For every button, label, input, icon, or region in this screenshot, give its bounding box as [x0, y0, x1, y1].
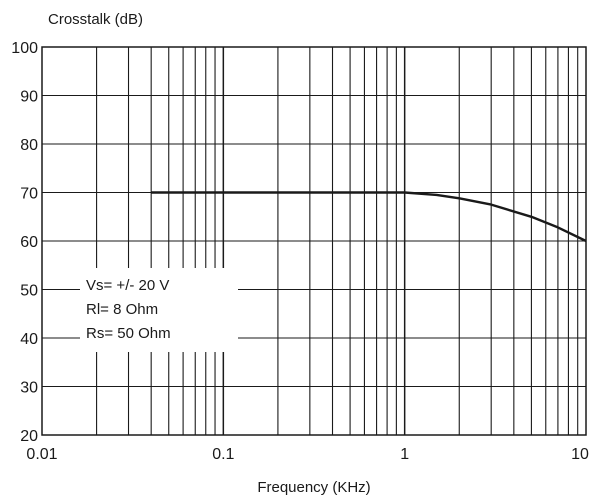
y-tick-label: 50 — [20, 283, 38, 300]
y-tick-label: 70 — [20, 186, 38, 203]
y-tick-label: 40 — [20, 331, 38, 348]
series-layer — [151, 191, 587, 243]
conditions-note-box — [80, 268, 238, 352]
x-tick-label: 1 — [400, 446, 409, 463]
conditions-note: Vs= +/- 20 V Rl= 8 Ohm Rs= 50 Ohm — [80, 268, 238, 352]
conditions-note-line: Rl= 8 Ohm — [86, 301, 158, 318]
conditions-note-line: Vs= +/- 20 V — [86, 277, 169, 294]
y-tick-label: 30 — [20, 380, 38, 397]
y-axis-title: Crosstalk (dB) — [48, 11, 143, 28]
grid — [42, 47, 586, 435]
x-axis-title: Frequency (KHz) — [257, 479, 370, 496]
y-tick-label: 60 — [20, 234, 38, 251]
conditions-note-line: Rs= 50 Ohm — [86, 325, 171, 342]
x-tick-label: 0.01 — [26, 446, 57, 463]
y-tick-label: 90 — [20, 89, 38, 106]
x-tick-label: 0.1 — [212, 446, 234, 463]
x-tick-label: 10 — [571, 446, 589, 463]
y-tick-label: 100 — [11, 40, 38, 57]
crosstalk-line — [151, 191, 587, 243]
tick-labels: 20 30 40 50 60 70 80 90 100 0.01 0.1 1 10 — [11, 40, 589, 463]
y-tick-label: 80 — [20, 137, 38, 154]
y-tick-label: 20 — [20, 428, 38, 445]
